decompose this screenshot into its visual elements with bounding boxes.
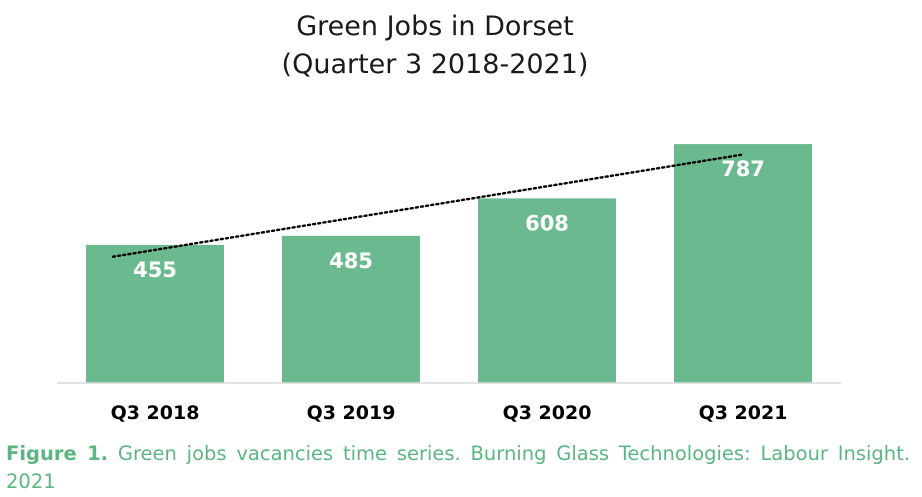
data-label: 608 (525, 211, 569, 235)
x-tick-labels-layer: Q3 2018 Q3 2019 Q3 2020 Q3 2021 (111, 402, 788, 424)
bar-q3-2019 (282, 235, 420, 383)
data-label: 485 (329, 249, 373, 273)
x-tick-label: Q3 2019 (307, 402, 396, 424)
x-tick-label: Q3 2021 (699, 402, 788, 424)
x-tick-label: Q3 2018 (111, 402, 200, 424)
bar-q3-2021 (674, 144, 812, 383)
chart-title: Green Jobs in Dorset (Quarter 3 2018-202… (0, 8, 870, 84)
chart-title-main: Green Jobs in Dorset (296, 11, 574, 42)
bar-q3-2018 (86, 244, 224, 383)
data-labels-layer: 455 485 608 787 (133, 157, 765, 282)
figure-caption-label: Figure 1. (6, 442, 109, 465)
chart-subtitle: (Quarter 3 2018-2021) (281, 49, 589, 80)
data-label: 787 (721, 157, 765, 181)
bars-layer (86, 144, 812, 383)
figure-caption-text: Green jobs vacancies time series. Burnin… (6, 442, 910, 493)
figure-caption: Figure 1. Green jobs vacancies time seri… (6, 440, 910, 496)
bar-chart: 455 485 608 787 Q3 2018 Q3 2019 Q3 2020 Q3 202… (57, 144, 841, 424)
linear-trendline (111, 153, 743, 258)
x-tick-label: Q3 2020 (503, 402, 592, 424)
data-label: 455 (133, 258, 177, 282)
bar-q3-2020 (478, 198, 616, 383)
